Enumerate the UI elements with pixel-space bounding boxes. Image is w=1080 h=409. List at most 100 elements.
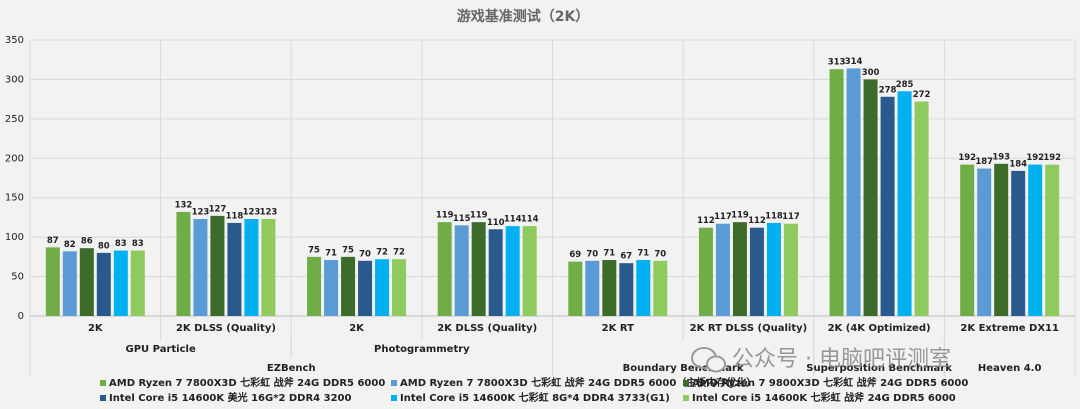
bar: [783, 223, 798, 316]
legend-swatch: [100, 395, 106, 401]
value-label: 112: [748, 216, 766, 226]
legend-swatch: [683, 380, 689, 386]
bar: [1028, 164, 1043, 316]
bar: [454, 225, 469, 316]
value-label: 118: [765, 211, 783, 221]
bar: [193, 219, 208, 316]
x-tick-label: 2K: [88, 323, 104, 334]
x-tick-label: 2K (4K Optimized): [828, 323, 931, 334]
legend-swatch: [391, 395, 397, 401]
bar: [307, 256, 322, 316]
bar: [698, 227, 713, 316]
value-label: 285: [896, 80, 914, 90]
value-label: 278: [879, 85, 897, 95]
value-label: 314: [845, 57, 863, 67]
x-tick-label: 2K DLSS (Quality): [176, 323, 276, 334]
value-label: 114: [504, 215, 522, 225]
legend-label: Intel Core i5 14600K 七彩虹 8G*4 DDR4 3733(…: [400, 391, 670, 404]
bar: [45, 247, 60, 316]
x-tick-label: 2K: [349, 323, 365, 334]
watermark: 公众号 · 电脑吧评测室: [732, 347, 951, 372]
bar: [619, 263, 634, 316]
value-label: 192: [1026, 153, 1044, 163]
legend-swatch: [391, 380, 397, 386]
value-label: 71: [637, 249, 649, 259]
legend-swatch: [100, 380, 106, 386]
value-label: 83: [115, 239, 127, 249]
bar: [829, 69, 844, 316]
value-label: 87: [47, 236, 59, 246]
bar: [653, 260, 668, 316]
bar: [732, 222, 747, 316]
bar: [324, 260, 339, 316]
y-tick-label: 250: [5, 114, 24, 125]
y-tick-label: 100: [5, 232, 24, 243]
x-group-label: Boundary Benchmark: [623, 363, 744, 374]
value-label: 67: [620, 252, 632, 262]
bar: [914, 101, 929, 316]
bar: [960, 164, 975, 316]
value-label: 184: [1009, 159, 1027, 169]
bar: [715, 223, 730, 316]
bar: [79, 248, 94, 316]
legend-label: Intel Core i5 14600K 美光 16G*2 DDR4 3200: [109, 391, 351, 404]
value-label: 192: [1043, 153, 1061, 163]
y-tick-label: 300: [5, 74, 24, 85]
bar: [585, 260, 600, 316]
bar: [1011, 170, 1026, 316]
value-label: 118: [226, 211, 244, 221]
value-label: 72: [376, 248, 388, 258]
x-tick-label: 2K RT: [602, 323, 634, 334]
bar: [210, 215, 225, 316]
value-label: 72: [393, 248, 405, 258]
legend-swatch: [683, 395, 689, 401]
x-tick-label: 2K DLSS (Quality): [437, 323, 537, 334]
bar: [62, 251, 77, 316]
bar: [341, 256, 356, 316]
bar: [437, 222, 452, 316]
x-group-label: EZBench: [267, 363, 316, 374]
bar: [602, 260, 617, 316]
value-label: 112: [697, 216, 715, 226]
value-label: 313: [828, 58, 846, 68]
x-group-label: Heaven 4.0: [978, 363, 1042, 374]
bar: [636, 260, 651, 316]
value-label: 123: [192, 208, 210, 218]
value-label: 71: [603, 249, 615, 259]
bar: [375, 259, 390, 316]
bar: [176, 211, 191, 316]
legend-label: AMD Ryzen 7 9800X3D 七彩虹 战斧 24G DDR5 6000: [692, 376, 968, 389]
value-label: 70: [654, 249, 666, 259]
bar: [96, 252, 111, 316]
value-label: 83: [132, 239, 144, 249]
legend-label: AMD Ryzen 7 7800X3D 七彩虹 战斧 24G DDR5 6000…: [400, 376, 756, 389]
value-label: 82: [64, 240, 76, 250]
y-tick-label: 0: [18, 311, 24, 322]
bar: [488, 229, 503, 316]
bar: [994, 163, 1009, 316]
value-label: 75: [308, 245, 320, 255]
y-tick-label: 50: [11, 272, 24, 283]
bar: [522, 226, 537, 316]
y-tick-label: 350: [5, 35, 24, 46]
watermark-icon: [691, 347, 726, 373]
bar: [471, 222, 486, 316]
bar: [568, 261, 583, 316]
value-label: 123: [260, 208, 278, 218]
value-label: 300: [862, 68, 880, 78]
y-tick-label: 200: [5, 153, 24, 164]
value-label: 75: [342, 245, 354, 255]
value-label: 193: [992, 152, 1010, 162]
value-label: 69: [569, 250, 581, 260]
bar: [863, 79, 878, 316]
bar: [766, 222, 781, 316]
bar: [880, 96, 895, 316]
bar: [505, 226, 520, 316]
bar: [113, 250, 128, 316]
bar: [392, 259, 407, 316]
value-label: 119: [436, 211, 454, 221]
value-label: 117: [714, 212, 732, 222]
bar: [846, 68, 861, 316]
value-label: 86: [81, 237, 93, 247]
